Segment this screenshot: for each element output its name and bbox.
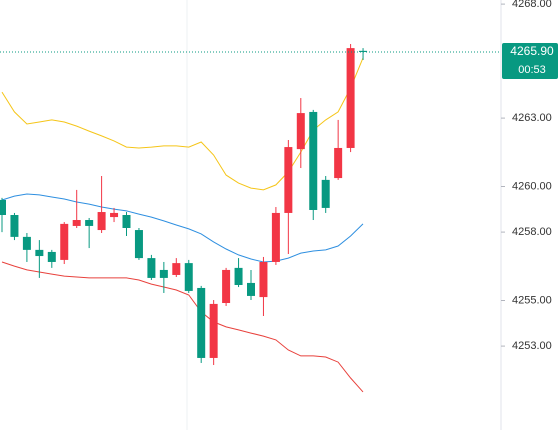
candle-body	[259, 261, 268, 298]
last-price-box	[502, 42, 558, 79]
candle-body	[147, 258, 156, 278]
candle-body	[209, 303, 218, 358]
candle-body	[284, 147, 293, 213]
candle-body	[35, 249, 44, 257]
y-tick-label: 4253.00	[512, 340, 552, 352]
y-tick-label: 4268.00	[512, 0, 552, 10]
candle-body	[122, 215, 131, 228]
candle-body	[321, 179, 330, 208]
candle-body	[296, 113, 305, 150]
candle-body	[97, 212, 106, 231]
candle-body	[334, 147, 343, 179]
candle-body	[184, 263, 193, 291]
candle-body	[10, 215, 19, 237]
candle-body	[346, 48, 355, 148]
band-line	[1, 57, 364, 191]
candle-body	[222, 269, 231, 304]
candle-body	[60, 223, 69, 260]
candle-body	[159, 269, 168, 278]
y-tick-label: 4260.00	[512, 180, 552, 192]
candle-body	[247, 282, 255, 296]
y-tick-label: 4255.00	[512, 294, 552, 306]
candle-body	[0, 199, 6, 215]
last-price-label: 4265.90	[510, 44, 554, 58]
candle-body	[359, 50, 368, 52]
candle-body	[22, 236, 31, 250]
candle-body	[47, 251, 56, 262]
y-tick-label: 4263.00	[512, 112, 552, 124]
candle-body	[309, 111, 318, 210]
band-line	[1, 261, 364, 393]
candle-body	[110, 212, 119, 218]
candle-body	[271, 212, 280, 262]
band-line	[1, 193, 364, 263]
candle-body	[172, 263, 181, 275]
candle-body	[85, 220, 94, 226]
candle-body	[197, 287, 206, 358]
candle-body	[134, 230, 143, 259]
candle-body	[234, 267, 243, 285]
countdown-label: 00:53	[518, 64, 546, 76]
y-tick-label: 4258.00	[512, 226, 552, 238]
candle-body	[72, 220, 81, 226]
